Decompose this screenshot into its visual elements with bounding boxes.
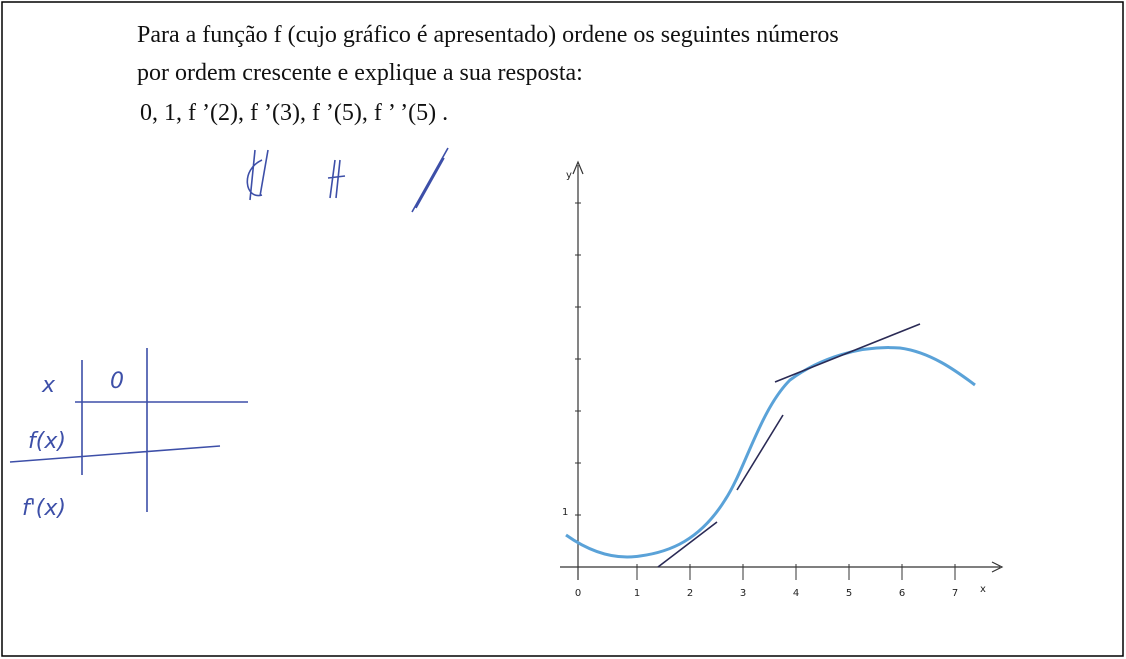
y-tick-label: 1 bbox=[562, 507, 568, 518]
x-tick-label: 6 bbox=[899, 588, 905, 599]
axis-label: x bbox=[980, 584, 986, 595]
curve bbox=[566, 348, 975, 557]
page: Para a função f (cujo gráfico é apresent… bbox=[0, 0, 1126, 659]
question-line: Para a função f (cujo gráfico é apresent… bbox=[137, 22, 839, 48]
axes bbox=[560, 162, 1002, 580]
scribble bbox=[412, 148, 448, 212]
question-line: 0, 1, f ’(2), f ’(3), f ’(5), f ’ ’(5) . bbox=[140, 100, 448, 126]
document: Para a função f (cujo gráfico é apresent… bbox=[0, 0, 1126, 659]
tangent-line bbox=[658, 522, 717, 567]
x-tick-label: 4 bbox=[793, 588, 799, 599]
scribble bbox=[247, 150, 268, 200]
handwritten-text: f(x) bbox=[28, 429, 66, 454]
scribble bbox=[328, 160, 345, 198]
x-tick-label: 5 bbox=[846, 588, 852, 599]
ticks bbox=[575, 203, 955, 580]
x-tick-label: 3 bbox=[740, 588, 746, 599]
tangent-line bbox=[775, 324, 920, 382]
x-tick-label: 0 bbox=[575, 588, 581, 599]
handwritten-text: 0 bbox=[110, 369, 124, 394]
x-tick-label: 2 bbox=[687, 588, 693, 599]
handwritten-text: f'(x) bbox=[22, 496, 66, 521]
x-tick-label: 7 bbox=[952, 588, 958, 599]
question-line: por ordem crescente e explique a sua res… bbox=[137, 60, 583, 86]
axis-label: y bbox=[566, 170, 572, 181]
x-tick-label: 1 bbox=[634, 588, 640, 599]
handwritten-text: x bbox=[41, 373, 56, 398]
scribbles bbox=[10, 148, 448, 512]
